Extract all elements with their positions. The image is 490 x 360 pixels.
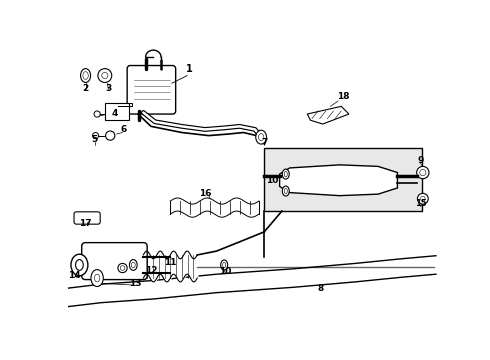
Text: 11: 11: [164, 258, 176, 267]
Ellipse shape: [83, 72, 88, 80]
Bar: [105, 103, 129, 120]
Ellipse shape: [131, 262, 135, 267]
Circle shape: [93, 132, 98, 139]
Text: 8: 8: [318, 284, 323, 293]
Circle shape: [94, 111, 100, 117]
Text: 14: 14: [68, 271, 80, 280]
FancyBboxPatch shape: [127, 66, 175, 114]
Text: 10: 10: [266, 176, 278, 185]
Ellipse shape: [129, 260, 137, 270]
Text: 16: 16: [198, 189, 211, 198]
Bar: [264, 148, 422, 211]
Text: 4: 4: [112, 109, 118, 118]
Text: 17: 17: [79, 220, 92, 229]
Text: 10: 10: [220, 267, 232, 276]
Text: 9: 9: [417, 156, 424, 165]
Text: 5: 5: [92, 135, 98, 144]
Polygon shape: [307, 106, 349, 124]
Circle shape: [417, 193, 428, 204]
Ellipse shape: [71, 254, 88, 276]
Ellipse shape: [282, 169, 289, 179]
Circle shape: [102, 72, 108, 78]
Circle shape: [420, 197, 425, 201]
Ellipse shape: [91, 270, 103, 287]
Text: 18: 18: [337, 92, 350, 101]
Ellipse shape: [222, 262, 226, 267]
Ellipse shape: [75, 260, 83, 270]
Ellipse shape: [258, 134, 264, 141]
Circle shape: [120, 266, 125, 270]
Text: 12: 12: [145, 266, 157, 275]
Ellipse shape: [95, 274, 100, 282]
Ellipse shape: [284, 171, 287, 177]
Text: 15: 15: [415, 199, 426, 208]
Circle shape: [416, 166, 429, 179]
Ellipse shape: [80, 69, 91, 82]
Text: 6: 6: [121, 125, 127, 134]
Circle shape: [98, 69, 112, 82]
Text: 2: 2: [82, 84, 89, 93]
Text: 1: 1: [186, 64, 193, 75]
FancyBboxPatch shape: [74, 212, 100, 224]
Ellipse shape: [284, 188, 287, 194]
FancyBboxPatch shape: [82, 243, 147, 280]
Circle shape: [118, 264, 127, 273]
Ellipse shape: [282, 186, 289, 196]
Text: 7: 7: [261, 138, 268, 147]
Circle shape: [105, 131, 115, 140]
Ellipse shape: [256, 130, 267, 144]
Circle shape: [420, 170, 426, 176]
Text: 3: 3: [105, 84, 112, 93]
Ellipse shape: [220, 260, 228, 270]
Text: 13: 13: [129, 279, 142, 288]
Polygon shape: [280, 165, 397, 195]
